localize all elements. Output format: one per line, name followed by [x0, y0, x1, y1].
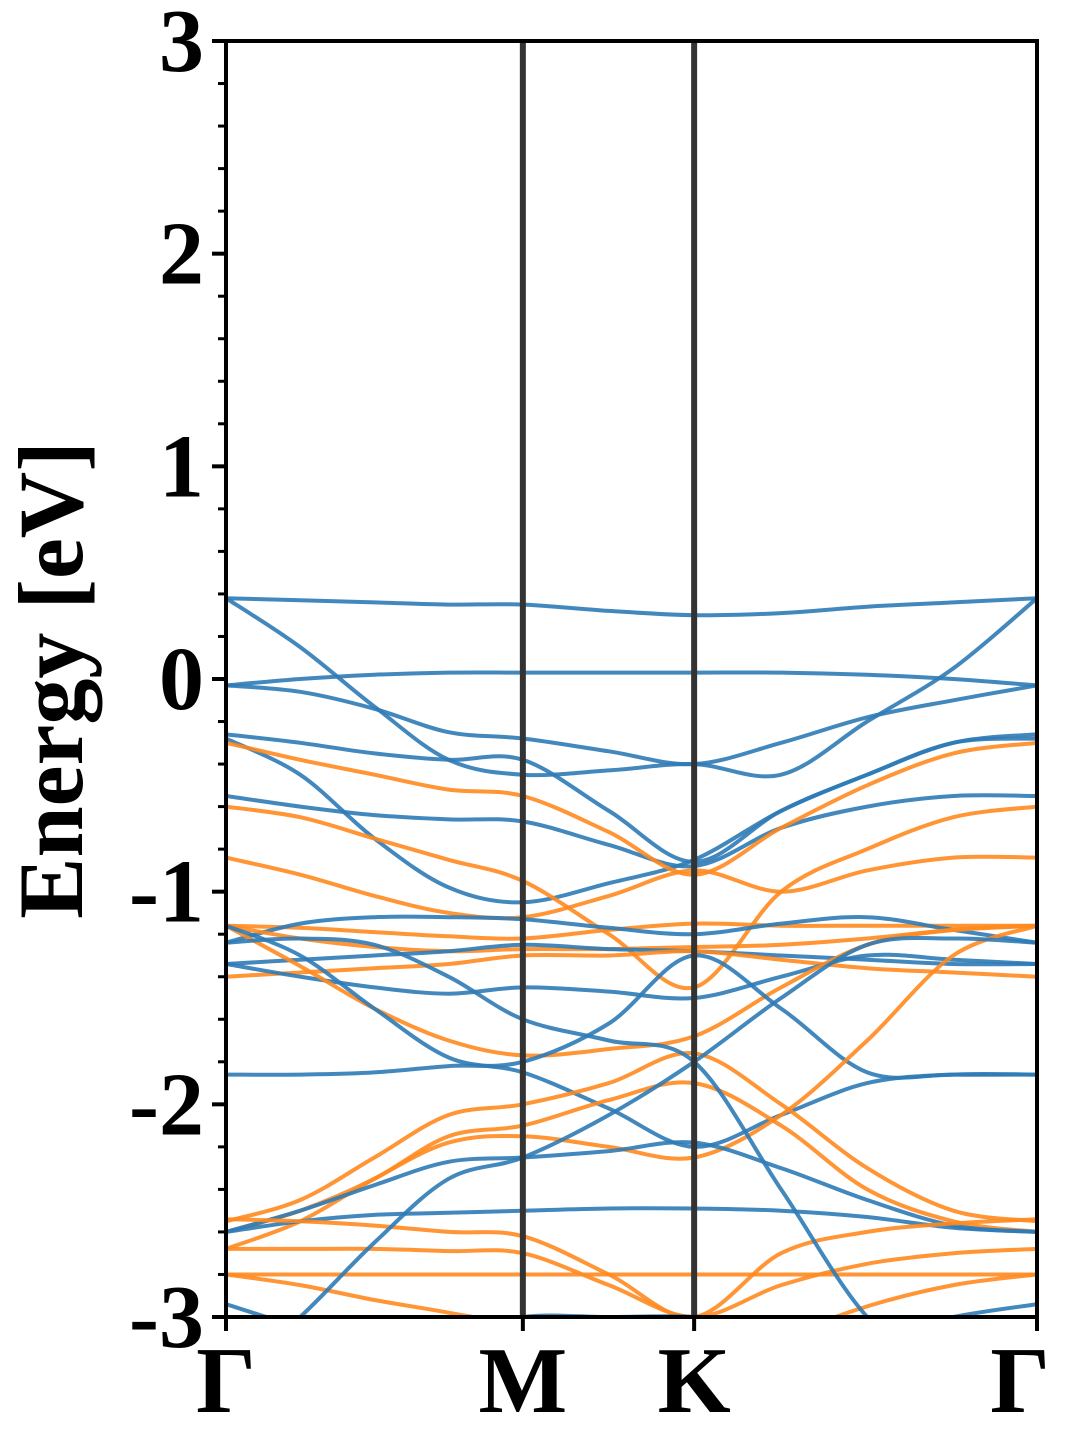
band-line-blue — [226, 1206, 1037, 1234]
band-line-blue — [226, 736, 1037, 905]
band-line-blue — [226, 952, 1037, 1001]
x-tick-label: Γ — [990, 1329, 1050, 1433]
band-line-orange — [226, 740, 1037, 877]
band-line-blue — [226, 1302, 1037, 1317]
y-axis: 3 2 1 0 -1 -2 -3 — [129, 0, 226, 1367]
y-tick-label: 3 — [159, 0, 204, 91]
band-line-orange — [226, 1272, 1037, 1317]
band-line-blue — [226, 942, 1037, 967]
band-line-orange — [226, 1217, 1037, 1317]
band-line-orange — [226, 804, 1037, 991]
y-tick-label: 1 — [159, 417, 204, 516]
band-line-orange — [226, 949, 1037, 979]
y-tick-label: 2 — [159, 205, 204, 304]
y-tick-label: -1 — [129, 843, 204, 942]
band-line-blue — [226, 936, 870, 1317]
band-line-blue — [226, 1140, 1037, 1234]
band-line-orange — [226, 923, 1037, 1251]
band-line-blue — [226, 596, 1037, 779]
band-line-blue — [226, 683, 1037, 767]
y-tick-label: -2 — [129, 1055, 204, 1154]
plot-frame — [224, 39, 1039, 1319]
y-tick-label: -3 — [129, 1268, 204, 1367]
band-line-orange — [226, 1051, 1037, 1224]
x-tick-label: M — [478, 1329, 567, 1433]
band-line-blue — [226, 670, 1037, 688]
band-line-orange — [226, 1246, 1037, 1317]
x-tick-label: K — [658, 1329, 731, 1433]
band-line-blue — [226, 793, 1037, 869]
band-line-blue — [297, 935, 1037, 1317]
high-symmetry-lines — [519, 41, 698, 1317]
band-lines — [226, 596, 1037, 1317]
y-axis-label: Energy [eV] — [0, 441, 102, 919]
band-line-blue — [226, 914, 1037, 945]
band-line-blue — [226, 596, 1037, 618]
x-tick-label: Γ — [196, 1329, 256, 1433]
band-line-blue — [226, 953, 1037, 1080]
band-line-orange — [226, 854, 1037, 921]
y-tick-label: 0 — [159, 630, 204, 729]
